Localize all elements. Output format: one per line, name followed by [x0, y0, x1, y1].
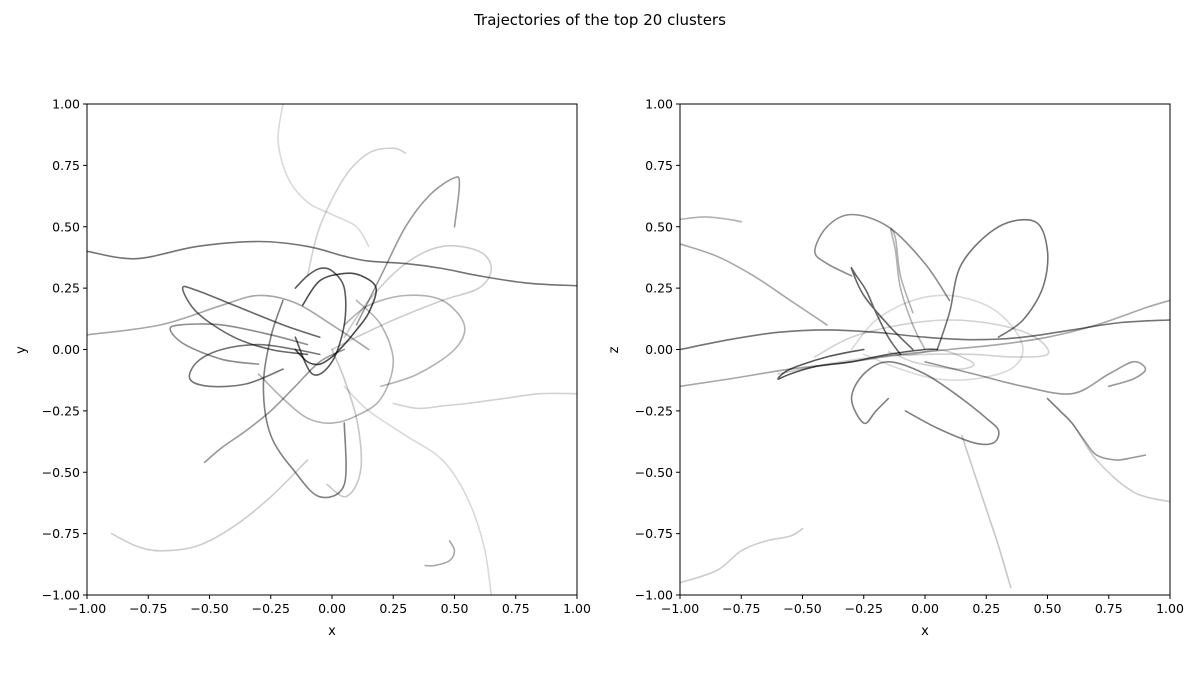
trajectory-line — [188, 343, 321, 388]
y-tick-label: 0.50 — [645, 219, 673, 234]
y-tick-label: 0.00 — [52, 342, 80, 357]
y-tick-label: 0.75 — [645, 158, 673, 173]
x-ticks: −1.00 −0.75 −0.50 −0.25 0.00 0.25 0.50 0.75 1.00 — [661, 595, 1184, 616]
x-tick-label: −1.00 — [661, 601, 699, 616]
y-tick-label: −0.50 — [635, 465, 673, 480]
figure-title: Trajectories of the top 20 clusters — [473, 11, 726, 29]
x-tick-label: −0.25 — [845, 601, 883, 616]
x-tick-label: 0.75 — [502, 601, 530, 616]
y-tick-label: 0.00 — [645, 342, 673, 357]
right-panel-xz: −1.00 −0.75 −0.50 −0.25 0.00 0.25 0.50 0.75 1.00… — [607, 97, 1184, 640]
trajectory-line — [326, 348, 363, 498]
y-tick-label: 1.00 — [52, 97, 80, 112]
trajectory-line — [294, 272, 378, 366]
y-tick-label: 0.25 — [52, 281, 80, 296]
x-tick-label: −0.25 — [252, 601, 290, 616]
trajectory-line — [87, 294, 370, 351]
x-tick-label: 0.25 — [972, 601, 1000, 616]
x-tick-label: 0.50 — [1034, 601, 1062, 616]
x-tick-label: −0.75 — [129, 601, 167, 616]
y-tick-label: 0.50 — [52, 219, 80, 234]
trajectory-line — [343, 385, 493, 595]
y-tick-label: −1.00 — [42, 588, 80, 603]
x-tick-label: 0.75 — [1095, 601, 1123, 616]
trajectory-line — [813, 213, 951, 302]
trajectory-line — [277, 104, 370, 248]
trajectory-line — [850, 266, 914, 356]
trajectory-layer — [87, 104, 577, 595]
trajectory-line — [924, 360, 1147, 395]
trajectory-line — [424, 540, 456, 567]
trajectory-line — [680, 319, 1170, 351]
trajectory-line — [262, 299, 347, 499]
trajectory-line — [392, 392, 577, 410]
trajectory-line — [87, 240, 577, 287]
trajectory-line — [203, 348, 346, 464]
y-ticks: −1.00 −0.75 −0.50 −0.25 0.00 0.25 0.50 0.75 1.00 — [42, 97, 87, 603]
x-tick-label: 0.00 — [318, 601, 346, 616]
x-tick-label: −1.00 — [68, 601, 106, 616]
trajectory-line — [257, 299, 395, 425]
trajectory-line — [680, 243, 828, 326]
y-tick-label: −0.75 — [42, 526, 80, 541]
x-tick-label: 1.00 — [563, 601, 591, 616]
left-panel-xy: −1.00 −0.75 −0.50 −0.25 0.00 0.25 0.50 0.75 1.00… — [14, 97, 591, 640]
x-tick-label: 0.25 — [379, 601, 407, 616]
trajectory-line — [181, 285, 321, 356]
trajectory-line — [850, 294, 1024, 381]
y-tick-label: −0.75 — [635, 526, 673, 541]
trajectory-line — [680, 216, 743, 223]
trajectory-line — [680, 299, 1170, 388]
trajectory-line — [936, 218, 1049, 351]
x-tick-label: −0.50 — [190, 601, 228, 616]
y-tick-label: −0.25 — [635, 403, 673, 418]
trajectory-line — [306, 147, 407, 277]
trajectory-line — [961, 434, 1012, 589]
x-axis-label: x — [921, 624, 929, 639]
x-ticks: −1.00 −0.75 −0.50 −0.25 0.00 0.25 0.50 0.75 1.00 — [68, 595, 591, 616]
trajectory-line — [889, 227, 926, 351]
trajectory-line — [343, 294, 466, 388]
x-tick-label: 0.50 — [441, 601, 469, 616]
trajectory-line — [777, 348, 939, 380]
plot-area — [87, 104, 577, 595]
y-tick-label: −1.00 — [635, 588, 673, 603]
trajectory-line — [169, 323, 309, 365]
x-tick-label: −0.50 — [783, 601, 821, 616]
y-tick-label: 1.00 — [645, 97, 673, 112]
y-tick-label: 0.25 — [645, 281, 673, 296]
trajectory-line — [1046, 397, 1170, 503]
trajectory-layer — [680, 213, 1170, 589]
y-tick-label: −0.50 — [42, 465, 80, 480]
y-axis-label: z — [607, 346, 622, 353]
trajectory-line — [680, 527, 804, 584]
trajectory-line — [110, 459, 309, 552]
trajectory-line — [1046, 397, 1147, 461]
x-tick-label: 1.00 — [1156, 601, 1184, 616]
x-tick-label: 0.00 — [911, 601, 939, 616]
x-tick-label: −0.75 — [722, 601, 760, 616]
y-tick-label: −0.25 — [42, 403, 80, 418]
y-ticks: −1.00 −0.75 −0.50 −0.25 0.00 0.25 0.50 0.75 1.00 — [635, 97, 680, 603]
trajectory-line — [355, 176, 461, 326]
y-tick-label: 0.75 — [52, 158, 80, 173]
trajectory-line — [294, 267, 347, 376]
trajectory-line — [887, 348, 975, 370]
y-axis-label: y — [14, 346, 29, 354]
trajectory-line — [850, 360, 1000, 446]
x-axis-label: x — [328, 624, 336, 639]
trajectory-line — [331, 244, 493, 351]
